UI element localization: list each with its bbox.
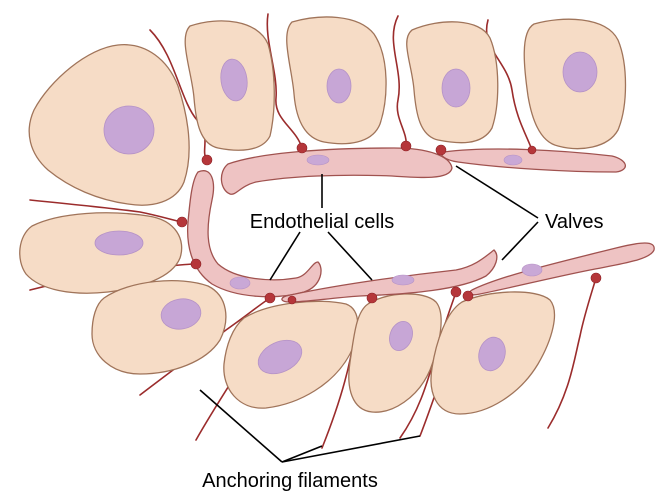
- endothelial-nucleus: [230, 277, 250, 289]
- attachment-point: [297, 143, 307, 153]
- nucleus: [104, 106, 154, 154]
- leader-line-anchoring: [282, 446, 322, 462]
- nucleus: [95, 231, 143, 255]
- label-valves: Valves: [545, 211, 604, 233]
- attachment-point: [451, 287, 461, 297]
- endothelial-nucleus: [504, 155, 522, 165]
- attachment-point: [177, 217, 187, 227]
- label-endothelial-cells: Endothelial cells: [250, 211, 395, 233]
- endothelial-nucleus: [392, 275, 414, 285]
- attachment-point: [191, 259, 201, 269]
- anchoring-filament: [393, 16, 406, 146]
- nucleus: [563, 52, 597, 92]
- tissue-cell: [349, 294, 441, 412]
- attachment-point: [528, 146, 536, 154]
- attachment-point: [288, 296, 296, 304]
- leader-line-endothelial: [270, 232, 300, 280]
- leader-line-valves: [502, 222, 538, 260]
- anchoring-filament: [548, 278, 596, 428]
- label-anchoring-filaments: Anchoring filaments: [202, 470, 378, 492]
- endothelial-nucleus: [307, 155, 329, 165]
- leader-line-anchoring: [282, 436, 420, 462]
- nucleus: [442, 69, 470, 107]
- endothelial-cell: [221, 148, 452, 194]
- endothelial-cell: [188, 171, 321, 297]
- attachment-point: [401, 141, 411, 151]
- attachment-point: [591, 273, 601, 283]
- endothelial-nucleus: [522, 264, 542, 276]
- attachment-point: [265, 293, 275, 303]
- attachment-point: [463, 291, 473, 301]
- leader-line-endothelial: [328, 232, 372, 280]
- attachment-point: [202, 155, 212, 165]
- tissue-cell: [92, 281, 226, 374]
- endothelial-cell: [469, 243, 654, 295]
- attachment-point: [367, 293, 377, 303]
- nucleus: [327, 69, 351, 103]
- leader-line-valves: [456, 166, 538, 218]
- attachment-point: [436, 145, 446, 155]
